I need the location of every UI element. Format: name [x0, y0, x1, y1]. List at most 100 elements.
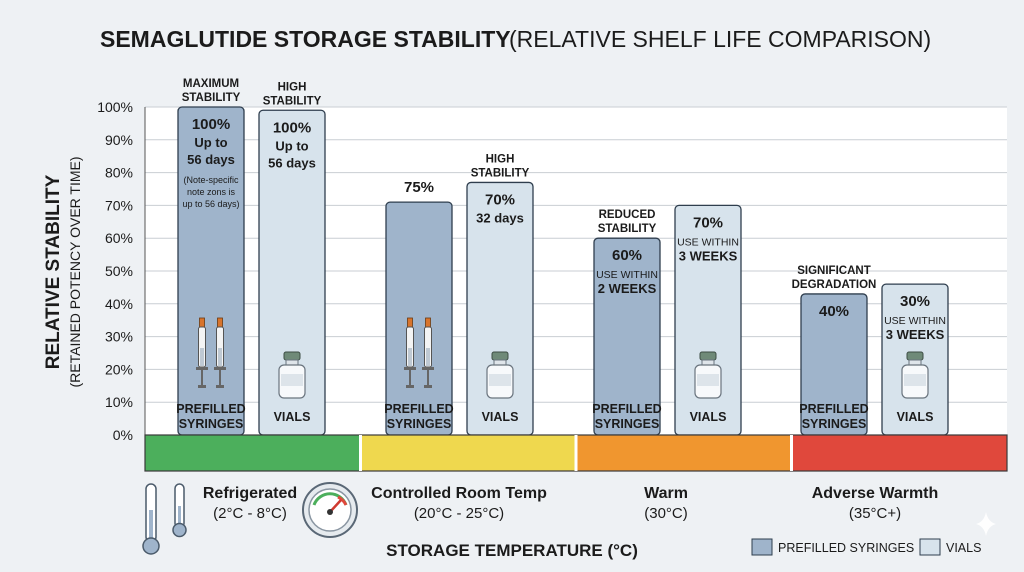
bar-top-label: REDUCED — [599, 209, 656, 221]
y-tick-label: 80% — [105, 165, 133, 181]
bar-bottom-label: PREFILLED — [384, 402, 453, 416]
bar-value-label: 60% — [612, 247, 642, 264]
bar-detail-label: USE WITHIN — [596, 269, 658, 281]
temperature-zones — [144, 434, 1008, 472]
bar-top-label: STABILITY — [598, 223, 657, 235]
bar-group-syringes: MAXIMUM STABILITY 100% Up to 56 days (Note-sp… — [176, 78, 246, 436]
syringe-cap — [425, 317, 431, 328]
syringe-plunger-end — [198, 385, 206, 388]
bar-top-label: DEGRADATION — [792, 279, 877, 291]
y-tick-label: 90% — [105, 132, 133, 148]
bar-note: (Note-specific — [183, 175, 239, 185]
y-tick-label: 70% — [105, 197, 133, 213]
bar-bottom-label: SYRINGES — [802, 417, 867, 431]
category-range: (2°C - 8°C) — [213, 505, 287, 522]
vial-neck — [701, 359, 715, 366]
vial-cap — [491, 351, 509, 361]
bar-top-label: STABILITY — [263, 95, 322, 107]
zone-band-3 — [791, 435, 1007, 471]
bar-top-label: HIGH — [278, 81, 307, 93]
y-tick-label: 50% — [105, 263, 133, 279]
syringe-flange — [422, 367, 434, 370]
bar-bottom-label: PREFILLED — [799, 402, 868, 416]
zone-band-1 — [360, 435, 576, 471]
bar-detail-label: 2 WEEKS — [598, 281, 657, 296]
category-name: Warm — [644, 485, 688, 502]
category-range: (35°C+) — [849, 505, 901, 522]
vial-neck — [908, 359, 922, 366]
bar-bottom-label: SYRINGES — [595, 417, 660, 431]
sparkle-icon — [976, 512, 996, 536]
legend: PREFILLED SYRINGES VIALS — [751, 538, 981, 556]
bar-value-label: 30% — [900, 293, 930, 310]
category-range: (20°C - 25°C) — [414, 505, 504, 522]
y-tick-label: 40% — [105, 296, 133, 312]
syringe-cap — [199, 317, 205, 328]
y-tick-label: 30% — [105, 329, 133, 345]
bars: MAXIMUM STABILITY 100% Up to 56 days (Note-sp… — [176, 78, 949, 436]
syringe-fluid — [408, 348, 412, 366]
bar-detail-label: 56 days — [268, 155, 316, 170]
x-axis-label: STORAGE TEMPERATURE (°C) — [386, 541, 638, 560]
thermometer-icon — [142, 483, 187, 555]
bar-detail-label: 3 WEEKS — [679, 248, 738, 263]
syringe-fluid — [218, 348, 222, 366]
bar-value-label: 100% — [273, 119, 311, 136]
vial-label — [281, 374, 303, 386]
legend-label-vials: VIALS — [946, 541, 981, 555]
bar-bottom-label: VIALS — [482, 410, 519, 424]
y-tick-label: 10% — [105, 394, 133, 410]
bar-value-label: 70% — [485, 191, 515, 208]
syringe-fluid — [200, 348, 204, 366]
bar-top-label: STABILITY — [182, 92, 241, 104]
syringe-plunger-end — [424, 385, 432, 388]
bar-bottom-label: VIALS — [274, 410, 311, 424]
syringe-plunger-end — [216, 385, 224, 388]
vial-label — [697, 374, 719, 386]
y-tick-label: 60% — [105, 230, 133, 246]
legend-swatch-syringes — [751, 538, 773, 556]
syringe-flange — [196, 367, 208, 370]
legend-swatch-vials — [919, 538, 941, 556]
category-name: Refrigerated — [203, 485, 297, 502]
bar-top-label: STABILITY — [471, 167, 530, 179]
vial-icon — [901, 351, 929, 399]
y-tick-label: 0% — [113, 427, 133, 443]
bar-detail-label: USE WITHIN — [677, 236, 739, 248]
y-tick-label: 20% — [105, 361, 133, 377]
bar-bottom-label: SYRINGES — [387, 417, 452, 431]
syringe-icon — [404, 317, 434, 388]
vial-icon — [486, 351, 514, 399]
bar-group-vials: HIGH STABILITY 100% Up to 56 days VIALS — [258, 81, 326, 436]
vial-label — [489, 374, 511, 386]
syringe-icon — [196, 317, 226, 388]
bar-bottom-label: SYRINGES — [179, 417, 244, 431]
vial-cap — [699, 351, 717, 361]
y-ticks: 0% 10% 20% 30% 40% 50% 60% 70% 80% 90% 100% — [97, 99, 133, 443]
category-labels: Refrigerated (2°C - 8°C) Controlled Room T… — [203, 485, 938, 522]
category-name: Adverse Warmth — [812, 485, 939, 502]
y-tick-label: 100% — [97, 99, 133, 115]
bar-detail-label: 32 days — [476, 210, 524, 225]
bar-value-label: 40% — [819, 303, 849, 320]
gauge-icon — [302, 482, 358, 538]
bar-detail-label: Up to — [275, 138, 308, 153]
bar-value-label: 70% — [693, 214, 723, 231]
bar-group-vials: HIGH STABILITY 70% 32 days VIALS — [466, 153, 534, 436]
bar-note: up to 56 days) — [182, 199, 239, 209]
chart-subtitle: (RELATIVE SHELF LIFE COMPARISON) — [509, 26, 931, 52]
syringe-fluid — [426, 348, 430, 366]
zone-band-2 — [576, 435, 792, 471]
bar-top-label: HIGH — [486, 153, 515, 165]
syringe-flange — [214, 367, 226, 370]
bar-bottom-label: PREFILLED — [592, 402, 661, 416]
bar-bottom-label: VIALS — [897, 410, 934, 424]
syringe-cap — [407, 317, 413, 328]
bar-group-syringes: SIGNIFICANT DEGRADATION 40% PREFILLEDSYRING… — [792, 265, 877, 436]
category-range: (30°C) — [644, 505, 688, 522]
vial-cap — [283, 351, 301, 361]
